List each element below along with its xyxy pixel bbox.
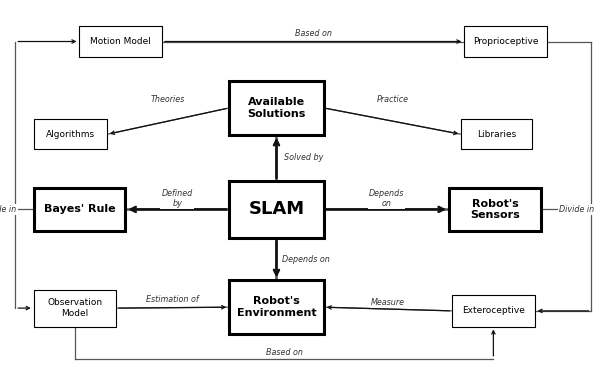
Text: SLAM: SLAM — [249, 200, 304, 218]
Text: Libraries: Libraries — [477, 130, 516, 139]
Text: Practice: Practice — [376, 95, 409, 104]
FancyBboxPatch shape — [229, 280, 324, 334]
Text: Robot's
Sensors: Robot's Sensors — [470, 199, 520, 220]
Text: Robot's
Environment: Robot's Environment — [236, 296, 316, 318]
Text: Algorithms: Algorithms — [46, 130, 95, 139]
Text: Theories: Theories — [151, 95, 185, 104]
FancyBboxPatch shape — [461, 119, 532, 149]
FancyBboxPatch shape — [449, 188, 541, 231]
Text: Based on: Based on — [295, 29, 332, 38]
FancyBboxPatch shape — [34, 188, 125, 231]
FancyBboxPatch shape — [79, 26, 162, 57]
Text: Divide in: Divide in — [0, 205, 16, 214]
FancyBboxPatch shape — [229, 81, 324, 135]
Text: Measure: Measure — [371, 298, 405, 307]
Text: Divide in: Divide in — [559, 205, 595, 214]
Text: Solved by: Solved by — [284, 153, 324, 162]
FancyBboxPatch shape — [229, 181, 324, 238]
Text: Available
Solutions: Available Solutions — [247, 97, 306, 119]
FancyBboxPatch shape — [34, 119, 107, 149]
FancyBboxPatch shape — [452, 295, 535, 327]
Text: Proprioceptive: Proprioceptive — [473, 37, 538, 46]
Text: Motion Model: Motion Model — [90, 37, 151, 46]
Text: Based on: Based on — [266, 348, 302, 356]
FancyBboxPatch shape — [464, 26, 547, 57]
Text: Depends on: Depends on — [282, 255, 330, 264]
Text: Observation
Model: Observation Model — [47, 299, 103, 318]
FancyBboxPatch shape — [34, 290, 116, 327]
Text: Depends
on: Depends on — [369, 189, 404, 208]
Text: Exteroceptive: Exteroceptive — [462, 306, 525, 315]
Text: Bayes' Rule: Bayes' Rule — [43, 204, 115, 214]
Text: Defined
by: Defined by — [161, 189, 193, 208]
Text: Estimation of: Estimation of — [146, 296, 199, 304]
